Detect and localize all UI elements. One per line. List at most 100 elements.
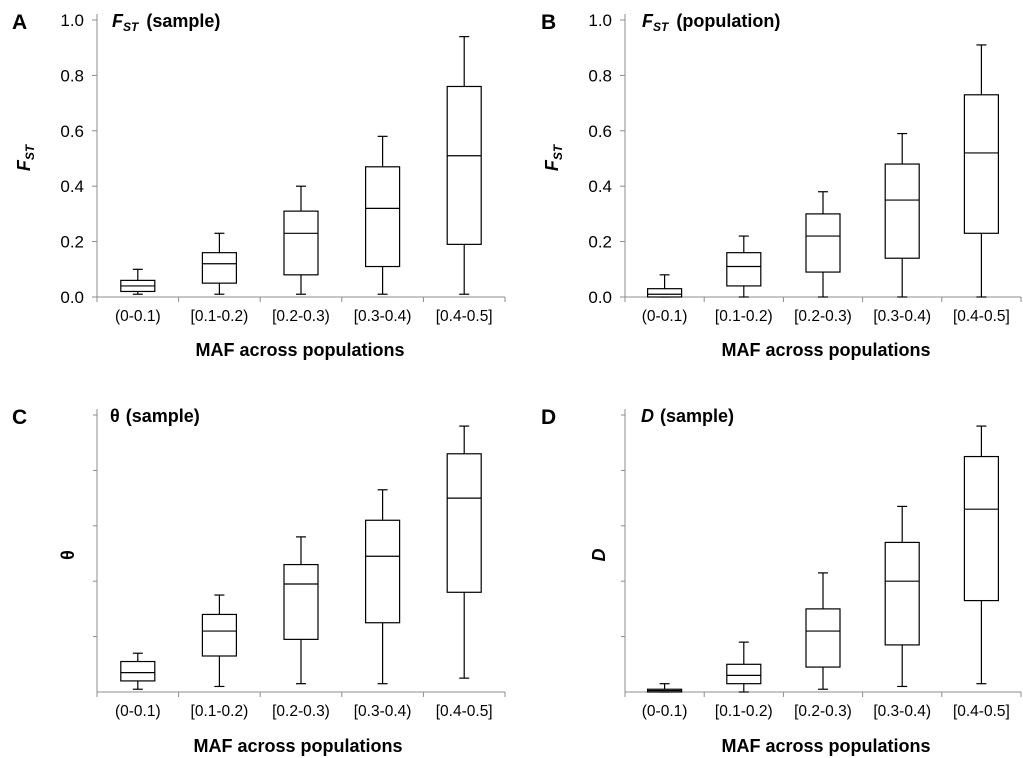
title-rest: (population) (676, 11, 780, 31)
box-iqr (365, 519, 401, 624)
category-label: [0.1-0.2) (191, 308, 249, 325)
title-rest: (sample) (126, 406, 200, 426)
category-label: [0.3-0.4) (354, 703, 412, 720)
y-label-subscript: ST (23, 143, 37, 160)
x-axis-label: MAF across populations (193, 736, 402, 756)
box-plot (884, 132, 920, 298)
category-label: [0.2-0.3) (272, 703, 330, 720)
box-iqr (365, 166, 401, 268)
panel-title: θ (sample) (110, 406, 200, 426)
title-main: θ (110, 406, 120, 426)
box-plot (646, 683, 683, 693)
panel-a: 0.0 0.2 0.4 0.6 0.8 1.0 (0-0.1) [0.1-0.2) [0.2-0… (12, 11, 506, 360)
y-tick-label: 0.6 (588, 122, 612, 141)
panel-d: (0-0.1) [0.1-0.2) [0.2-0.3) [0.3-0.4) [0.4-0… (541, 406, 1022, 756)
category-label: [0.3-0.4) (873, 308, 931, 325)
category-label: (0-0.1) (642, 703, 688, 720)
box-plot (120, 652, 156, 690)
box-plot (365, 489, 401, 685)
box-iqr (963, 94, 1000, 234)
y-tick-label: 1.0 (588, 11, 612, 30)
category-label: [0.4-0.5] (436, 308, 493, 325)
box-plot (646, 274, 683, 298)
title-rest: (sample) (146, 11, 220, 31)
category-label: [0.2-0.3) (794, 308, 852, 325)
y-label-main: D (589, 549, 609, 562)
y-tick-label: 0.8 (588, 66, 612, 85)
title-subscript: ST (653, 20, 670, 34)
category-label: [0.4-0.5] (436, 703, 493, 720)
y-axis-label: D (589, 549, 609, 562)
box-iqr (963, 455, 1000, 602)
category-label: [0.4-0.5] (953, 703, 1010, 720)
box-plot (201, 594, 237, 688)
box-iqr (283, 563, 319, 640)
category-label: (0-0.1) (115, 703, 161, 720)
title-main: F (642, 11, 654, 31)
y-tick-label: 1.0 (60, 11, 84, 30)
panel-title: FST (population) (642, 11, 780, 34)
title-main: F (112, 11, 124, 31)
box-plot (446, 425, 482, 679)
box-iqr (446, 85, 482, 245)
category-label: [0.1-0.2) (715, 308, 773, 325)
title-rest: (sample) (660, 406, 734, 426)
box-iqr (201, 613, 237, 657)
panel-title: D (sample) (641, 406, 734, 426)
y-label-main: F (542, 159, 562, 171)
box-plot (120, 268, 156, 295)
box-plot (726, 641, 762, 693)
category-label: [0.3-0.4) (354, 308, 412, 325)
panel-letter: B (541, 11, 556, 34)
y-tick-label: 0.0 (588, 288, 612, 307)
box-iqr (805, 608, 841, 668)
box-iqr (646, 288, 683, 298)
panel-letter: A (12, 11, 27, 34)
panel-letter: D (541, 406, 556, 429)
box-iqr (201, 252, 237, 284)
panel-b: 0.0 0.2 0.4 0.6 0.8 1.0 (0-0.1) [0.1-0.2) [0.2-0… (541, 11, 1022, 360)
y-label-main: F (14, 159, 34, 171)
box-plot (365, 135, 401, 295)
y-label-main: θ (58, 550, 78, 560)
box-iqr (805, 213, 841, 273)
y-tick-label: 0.2 (60, 233, 84, 252)
box-plot (446, 36, 482, 295)
panel-letter: C (12, 406, 27, 429)
box-plot (963, 425, 1000, 685)
title-main: D (641, 406, 654, 426)
x-axis-label: MAF across populations (721, 340, 930, 360)
y-tick-label: 0.4 (60, 177, 84, 196)
box-plot (805, 572, 841, 690)
y-axis-label: FST (14, 143, 37, 171)
box-plot (283, 536, 319, 685)
category-label: [0.1-0.2) (715, 703, 773, 720)
box-iqr (726, 663, 762, 685)
y-label-subscript: ST (551, 143, 565, 160)
x-axis-label: MAF across populations (721, 736, 930, 756)
category-label: [0.3-0.4) (873, 703, 931, 720)
y-tick-label: 0.8 (60, 66, 84, 85)
y-tick-label: 0.4 (588, 177, 612, 196)
x-axis-label: MAF across populations (195, 340, 404, 360)
box-plot (726, 235, 762, 298)
box-iqr (446, 453, 482, 593)
category-label: (0-0.1) (642, 308, 688, 325)
box-plot (884, 505, 920, 688)
category-label: [0.4-0.5] (953, 308, 1010, 325)
y-axis-label: θ (58, 550, 78, 560)
box-plot (201, 232, 237, 295)
box-iqr (283, 210, 319, 276)
category-label: [0.2-0.3) (794, 703, 852, 720)
box-iqr (726, 252, 762, 287)
box-iqr (120, 660, 156, 682)
y-tick-label: 0.2 (588, 233, 612, 252)
box-plot (963, 44, 1000, 298)
category-label: [0.1-0.2) (191, 703, 249, 720)
y-tick-label: 0.6 (60, 122, 84, 141)
box-plot (805, 191, 841, 298)
y-tick-label: 0.0 (60, 288, 84, 307)
box-iqr (884, 163, 920, 259)
category-label: [0.2-0.3) (272, 308, 330, 325)
